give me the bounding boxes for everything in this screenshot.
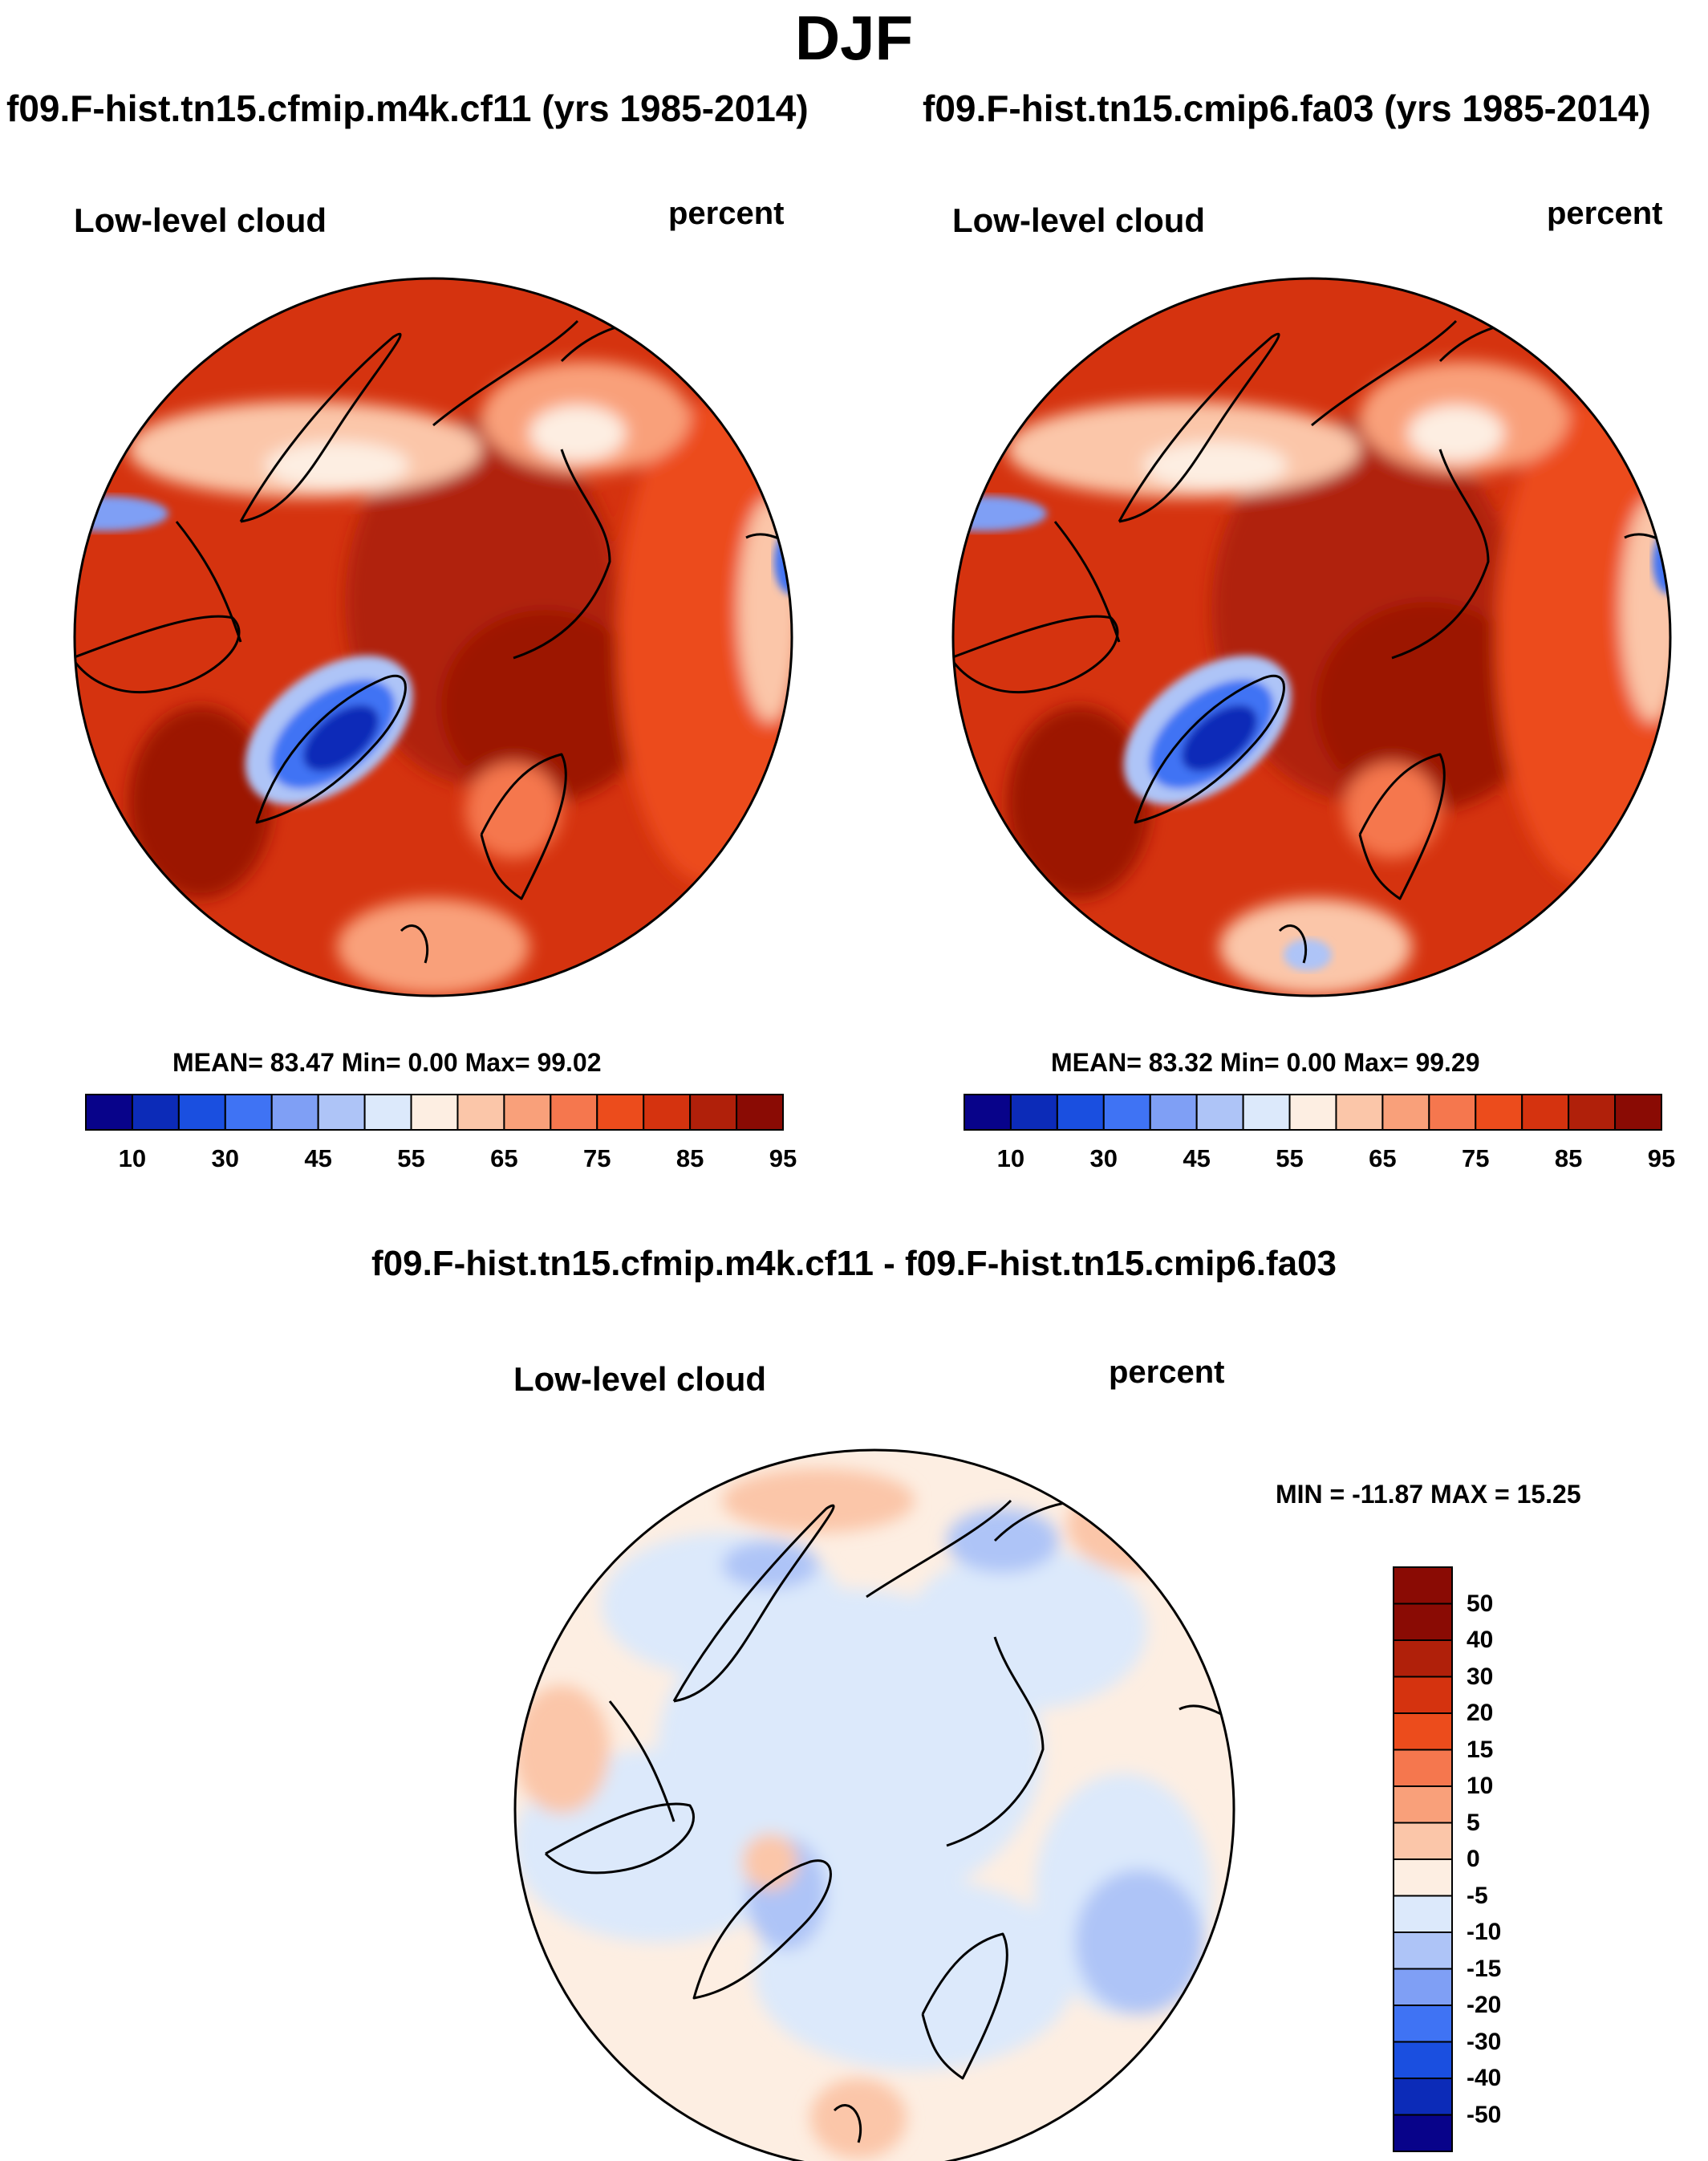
figure-title: DJF xyxy=(794,2,914,73)
left-colorbar-swatch xyxy=(643,1094,692,1131)
left-colorbar-swatch xyxy=(689,1094,738,1131)
right-polar-map xyxy=(951,277,1672,997)
right-colorbar-tick-label: 55 xyxy=(1276,1144,1304,1172)
right-colorbar-swatch xyxy=(1428,1094,1477,1131)
left-colorbar-swatch xyxy=(596,1094,645,1131)
right-panel-variable-label: Low-level cloud xyxy=(952,201,1206,239)
difference-colorbar-swatch xyxy=(1393,1566,1453,1605)
difference-units-label: percent xyxy=(1109,1355,1225,1390)
difference-polar-map xyxy=(513,1448,1235,2161)
difference-colorbar-swatch xyxy=(1393,2041,1453,2079)
difference-colorbar-tick-label: 10 xyxy=(1467,1773,1494,1799)
left-colorbar-swatch xyxy=(410,1094,459,1131)
right-panel-stats: MEAN= 83.32 Min= 0.00 Max= 99.29 xyxy=(1051,1048,1480,1077)
difference-colorbar xyxy=(1393,1566,1453,2152)
left-colorbar-tick-label: 45 xyxy=(304,1144,332,1172)
left-panel-run-title: f09.F-hist.tn15.cfmip.m4k.cf11 (yrs 1985… xyxy=(6,87,809,129)
right-colorbar-swatch xyxy=(1195,1094,1244,1131)
difference-colorbar-swatch xyxy=(1393,1931,1453,1970)
right-colorbar-tick-label: 85 xyxy=(1554,1144,1583,1172)
difference-colorbar-swatch xyxy=(1393,1785,1453,1824)
left-colorbar-swatch xyxy=(550,1094,598,1131)
left-polar-map xyxy=(73,277,793,997)
difference-title: f09.F-hist.tn15.cfmip.m4k.cf11 - f09.F-h… xyxy=(371,1244,1337,1283)
right-colorbar-swatch xyxy=(1102,1094,1151,1131)
difference-colorbar-swatch xyxy=(1393,1895,1453,1933)
right-colorbar-swatch xyxy=(1568,1094,1617,1131)
left-colorbar-tick-label: 55 xyxy=(397,1144,425,1172)
left-colorbar-swatch xyxy=(317,1094,366,1131)
difference-colorbar-tick-label: 30 xyxy=(1467,1663,1494,1690)
left-colorbar-swatch xyxy=(363,1094,412,1131)
right-colorbar-swatch xyxy=(1335,1094,1384,1131)
left-colorbar-swatch xyxy=(456,1094,505,1131)
right-colorbar-tick-label: 10 xyxy=(996,1144,1025,1172)
left-colorbar-tick-label: 85 xyxy=(675,1144,704,1172)
difference-colorbar-swatch xyxy=(1393,1676,1453,1714)
difference-colorbar-swatch xyxy=(1393,2114,1453,2152)
right-panel-units-label: percent xyxy=(1547,196,1663,231)
left-colorbar xyxy=(85,1094,784,1131)
right-colorbar-swatch xyxy=(964,1094,1012,1131)
left-colorbar-tick-label: 65 xyxy=(490,1144,518,1172)
difference-colorbar-swatch xyxy=(1393,1968,1453,2006)
difference-colorbar-tick-label: -40 xyxy=(1467,2065,1502,2091)
difference-colorbar-swatch xyxy=(1393,2005,1453,2043)
right-colorbar-tick-label: 95 xyxy=(1647,1144,1676,1172)
right-colorbar-tick-label: 65 xyxy=(1369,1144,1397,1172)
right-colorbar-swatch xyxy=(1288,1094,1337,1131)
difference-colorbar-swatch xyxy=(1393,1858,1453,1897)
difference-colorbar-tick-label: -5 xyxy=(1467,1882,1488,1909)
difference-colorbar-swatch xyxy=(1393,1712,1453,1751)
difference-colorbar-tick-label: -15 xyxy=(1467,1955,1502,1982)
right-colorbar-swatch xyxy=(1521,1094,1570,1131)
left-colorbar-tick-label: 10 xyxy=(118,1144,147,1172)
difference-colorbar-tick-label: 15 xyxy=(1467,1736,1494,1763)
right-colorbar-swatch xyxy=(1056,1094,1105,1131)
left-colorbar-swatch xyxy=(224,1094,273,1131)
left-colorbar-swatch xyxy=(177,1094,226,1131)
right-panel-run-title: f09.F-hist.tn15.cmip6.fa03 (yrs 1985-201… xyxy=(923,87,1651,129)
left-colorbar-swatch xyxy=(503,1094,552,1131)
right-colorbar-tick-label: 75 xyxy=(1462,1144,1490,1172)
right-colorbar-swatch xyxy=(1009,1094,1058,1131)
left-colorbar-swatch xyxy=(736,1094,784,1131)
difference-colorbar-swatch xyxy=(1393,1639,1453,1678)
left-panel-stats: MEAN= 83.47 Min= 0.00 Max= 99.02 xyxy=(172,1048,602,1077)
difference-colorbar-tick-label: 40 xyxy=(1467,1627,1494,1653)
difference-colorbar-tick-label: -20 xyxy=(1467,1992,1502,2018)
left-colorbar-tick-label: 75 xyxy=(583,1144,611,1172)
left-colorbar-swatch xyxy=(131,1094,180,1131)
difference-colorbar-tick-label: 5 xyxy=(1467,1809,1480,1836)
difference-stats: MIN = -11.87 MAX = 15.25 xyxy=(1276,1480,1581,1509)
right-colorbar-swatch xyxy=(1614,1094,1662,1131)
difference-colorbar-tick-label: -30 xyxy=(1467,2028,1502,2055)
difference-colorbar-swatch xyxy=(1393,1602,1453,1641)
difference-colorbar-tick-label: 0 xyxy=(1467,1846,1480,1872)
left-colorbar-swatch xyxy=(85,1094,133,1131)
difference-variable-label: Low-level cloud xyxy=(513,1360,767,1398)
left-colorbar-tick-label: 30 xyxy=(211,1144,240,1172)
left-colorbar-tick-label: 95 xyxy=(769,1144,797,1172)
right-colorbar xyxy=(964,1094,1662,1131)
left-panel-variable-label: Low-level cloud xyxy=(74,201,327,239)
right-colorbar-tick-label: 30 xyxy=(1089,1144,1118,1172)
difference-colorbar-swatch xyxy=(1393,2078,1453,2116)
difference-colorbar-swatch xyxy=(1393,1822,1453,1860)
difference-colorbar-tick-label: 20 xyxy=(1467,1700,1494,1726)
left-panel-units-label: percent xyxy=(668,196,785,231)
difference-colorbar-tick-label: -10 xyxy=(1467,1919,1502,1945)
right-colorbar-swatch xyxy=(1149,1094,1198,1131)
difference-colorbar-swatch xyxy=(1393,1749,1453,1787)
difference-colorbar-tick-label: -50 xyxy=(1467,2101,1502,2128)
left-colorbar-swatch xyxy=(270,1094,319,1131)
right-colorbar-swatch xyxy=(1381,1094,1430,1131)
difference-colorbar-tick-label: 50 xyxy=(1467,1590,1494,1617)
right-colorbar-swatch xyxy=(1475,1094,1523,1131)
right-colorbar-swatch xyxy=(1242,1094,1291,1131)
right-colorbar-tick-label: 45 xyxy=(1183,1144,1211,1172)
